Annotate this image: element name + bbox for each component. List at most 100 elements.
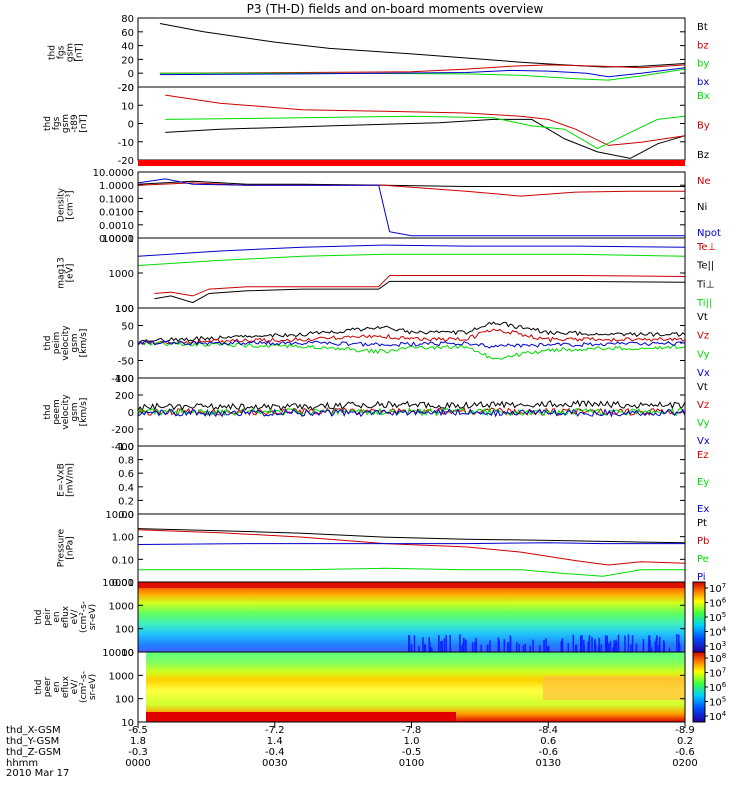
legend-bz: bz: [697, 40, 709, 51]
y-tick-label: 0: [128, 120, 134, 131]
y-axis-label: sr-eV): [88, 674, 98, 700]
y-tick-label: 10: [121, 648, 134, 659]
ion-spectrogram-streak: [408, 635, 411, 652]
series-bx: [159, 67, 686, 78]
legend-Ey: Ey: [697, 477, 709, 488]
ion-spectrogram-streak: [572, 634, 575, 652]
series-Pb: [137, 529, 686, 566]
x-row-value: 0130: [536, 758, 561, 769]
ion-spectrogram-streak: [657, 645, 660, 652]
series-Vx: [137, 408, 686, 418]
series-Vx: [137, 340, 686, 349]
legend-Ez: Ez: [697, 450, 709, 461]
legend-Ne: Ne: [697, 176, 711, 187]
y-tick-label: -50: [118, 357, 134, 368]
x-row-value: -7.8: [402, 725, 422, 736]
x-row-value: 1.8: [130, 736, 146, 747]
y-axis-label: mag13: [57, 257, 67, 288]
y-tick-label: 10000: [102, 234, 134, 245]
ion-spectrogram-streak: [613, 642, 616, 652]
legend-Npot: Npot: [697, 228, 721, 239]
series-Vy: [137, 340, 686, 360]
series-Te||: [154, 280, 686, 304]
ion-spectrogram-streak: [575, 644, 578, 652]
ion-spectrogram: [138, 582, 685, 652]
y-axis-label: thd: [43, 336, 53, 351]
series-Ne: [137, 182, 685, 197]
panel-7: 1.0 0.8 0.6 0.4 0.2 0.0 E=-VxB [mV/m] Ez Ey Ex: [57, 442, 710, 521]
ion-spectrogram-streak: [545, 638, 547, 652]
colorbar-tick-label: 107: [709, 582, 726, 595]
ion-spectrogram-streak: [560, 640, 563, 652]
ion-spectrogram-streak: [471, 642, 474, 652]
ion-spectrogram-streak: [631, 635, 634, 652]
y-axis-label: peer: [43, 676, 53, 697]
ion-spectrogram-streak: [604, 635, 607, 652]
ion-spectrogram-streak: [465, 639, 467, 652]
series-Npot: [137, 178, 685, 237]
y-tick-label: 0.0100: [99, 208, 134, 219]
x-row-value: -0.4: [265, 747, 285, 758]
ion-spectrogram-streak: [509, 635, 512, 652]
legend-Vy: Vy: [697, 349, 710, 360]
ion-spectrogram-streak: [595, 644, 597, 652]
x-row-label: thd_X-GSM: [6, 725, 61, 736]
y-tick-label: 10000: [102, 578, 134, 589]
ion-spectrogram-streak: [422, 637, 424, 652]
y-tick-label: 10: [121, 101, 134, 112]
ion-spectrogram-streak: [463, 638, 465, 652]
y-axis-label: thd: [43, 405, 53, 420]
ion-spectrogram-streak: [591, 637, 593, 652]
colorbar-tick-exponent: 3: [722, 640, 726, 648]
ion-spectrogram-top-band: [138, 582, 685, 588]
colorbar-tick-exponent: 8: [722, 652, 726, 660]
legend-Vy: Vy: [697, 418, 710, 429]
y-axis-label: velocity: [61, 394, 71, 430]
y-axis-label: eV/: [70, 679, 80, 695]
y-axis-label: [km/s]: [79, 329, 89, 358]
y-tick-label: -100: [111, 374, 134, 385]
colorbar-tick-exponent: 4: [722, 710, 727, 718]
y-tick-label: 40: [121, 42, 134, 53]
ion-spectrogram-streak: [516, 642, 518, 652]
colorbar-tick-label: 107: [709, 667, 726, 680]
x-row-value: 0.2: [677, 736, 693, 747]
colorbar-tick-exponent: 5: [722, 696, 726, 704]
red-quality-bar: [138, 160, 685, 166]
y-axis-label: -t89: [70, 114, 80, 133]
legend-Pi: Pi: [697, 572, 706, 583]
colorbar-tick-exponent: 5: [722, 611, 726, 619]
ion-spectrogram-streak: [580, 635, 582, 652]
ion-spectrogram-streak: [659, 638, 661, 652]
electron-spectrogram-patch: [543, 676, 685, 700]
colorbar-tick-label: 104: [709, 710, 727, 723]
ion-spectrogram-streak: [539, 645, 541, 652]
x-row-value: 0200: [672, 758, 697, 769]
electron-spectrogram-low-band: [146, 712, 456, 722]
y-axis-label: E=-VxB: [57, 463, 67, 497]
ion-spectrogram-streak: [676, 634, 678, 652]
legend-Ti⊥: Ti⊥: [696, 279, 714, 290]
y-axis-label: [cm⁻³]: [66, 190, 76, 219]
legend-Ex: Ex: [697, 504, 709, 515]
y-tick-label: 0.10: [112, 555, 134, 566]
ion-spectrogram-streak: [429, 646, 432, 652]
x-row-value: -7.2: [265, 725, 285, 736]
series-Bz: [165, 118, 686, 159]
y-axis-label: peim: [52, 332, 62, 355]
colorbar-tick-label: 105: [709, 611, 726, 624]
ion-spectrogram-streak: [449, 635, 451, 652]
panel-frame: [137, 237, 686, 309]
ion-spectrogram-streak: [654, 641, 657, 652]
y-axis-label: eflux: [61, 605, 71, 628]
y-tick-label: 10000: [102, 648, 134, 659]
legend-Pb: Pb: [697, 536, 709, 547]
legend-Vz: Vz: [697, 331, 709, 342]
legend-Vt: Vt: [697, 312, 708, 323]
ion-spectrogram-streak: [607, 643, 610, 652]
ion-spectrogram-streak: [617, 634, 620, 652]
y-tick-label: 10: [121, 718, 134, 729]
x-row-value: 0030: [262, 758, 287, 769]
y-axis-label: [eV]: [66, 264, 76, 283]
